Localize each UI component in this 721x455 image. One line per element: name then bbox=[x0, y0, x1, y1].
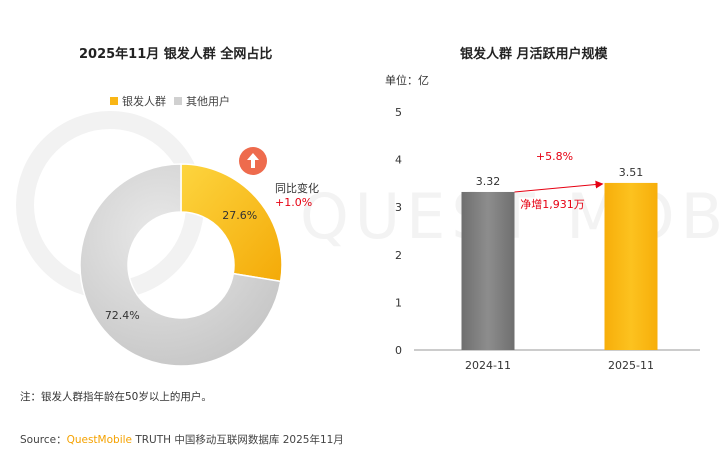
legend-swatch-other bbox=[174, 97, 182, 105]
left-chart-title: 2025年11月 银发人群 全网占比 bbox=[79, 47, 273, 62]
increase-label: 净增1,931万 bbox=[520, 197, 585, 211]
donut-chart: 27.6% 72.4% bbox=[79, 163, 283, 367]
right-chart-title: 银发人群 月活跃用户规模 bbox=[460, 47, 608, 62]
growth-arrow bbox=[514, 180, 604, 193]
bar-value-label: 3.51 bbox=[619, 166, 644, 179]
footnote: 注：银发人群指年龄在50岁以上的用户。 bbox=[20, 391, 212, 403]
unit-label: 单位：亿 bbox=[385, 74, 429, 87]
source-line: Source：QuestMobile TRUTH 中国移动互联网数据库 2025… bbox=[20, 432, 344, 447]
left-chart-legend: 银发人群 其他用户 bbox=[110, 93, 238, 109]
growth-label: +5.8% bbox=[536, 150, 573, 163]
y-tick-label: 2 bbox=[395, 249, 402, 262]
x-tick-label: 2025-11 bbox=[608, 359, 654, 372]
legend-swatch-silver bbox=[110, 97, 118, 105]
bar-2024-11 bbox=[461, 191, 515, 350]
source-rest: TRUTH 中国移动互联网数据库 2025年11月 bbox=[132, 434, 344, 446]
donut-label-silver: 27.6% bbox=[222, 209, 257, 222]
y-tick-label: 0 bbox=[395, 344, 402, 357]
change-label: 同比变化 bbox=[275, 182, 319, 195]
donut-slice-silver bbox=[180, 163, 283, 283]
source-brand: QuestMobile bbox=[66, 434, 132, 446]
x-tick-label: 2024-11 bbox=[465, 359, 511, 372]
up-arrow-icon bbox=[239, 147, 267, 175]
donut-slice-other bbox=[79, 163, 282, 367]
legend-item-other: 其他用户 bbox=[174, 93, 230, 109]
legend-label-silver: 银发人群 bbox=[122, 95, 166, 108]
y-tick-label: 3 bbox=[395, 201, 402, 214]
donut-label-other: 72.4% bbox=[105, 309, 140, 322]
legend-item-silver: 银发人群 bbox=[110, 93, 166, 109]
bar-2025-11 bbox=[604, 182, 658, 350]
bar-chart: 0 1 2 3 4 5 3.32 2024-11 3.51 2025-11 +5.8% 净增1,9… bbox=[395, 106, 700, 372]
bar-value-label: 3.32 bbox=[476, 175, 501, 188]
source-prefix: Source： bbox=[20, 434, 67, 446]
y-tick-label: 5 bbox=[395, 106, 402, 119]
change-value: +1.0% bbox=[275, 196, 313, 209]
legend-label-other: 其他用户 bbox=[186, 95, 230, 108]
y-tick-label: 1 bbox=[395, 296, 402, 309]
y-tick-label: 4 bbox=[395, 154, 402, 167]
